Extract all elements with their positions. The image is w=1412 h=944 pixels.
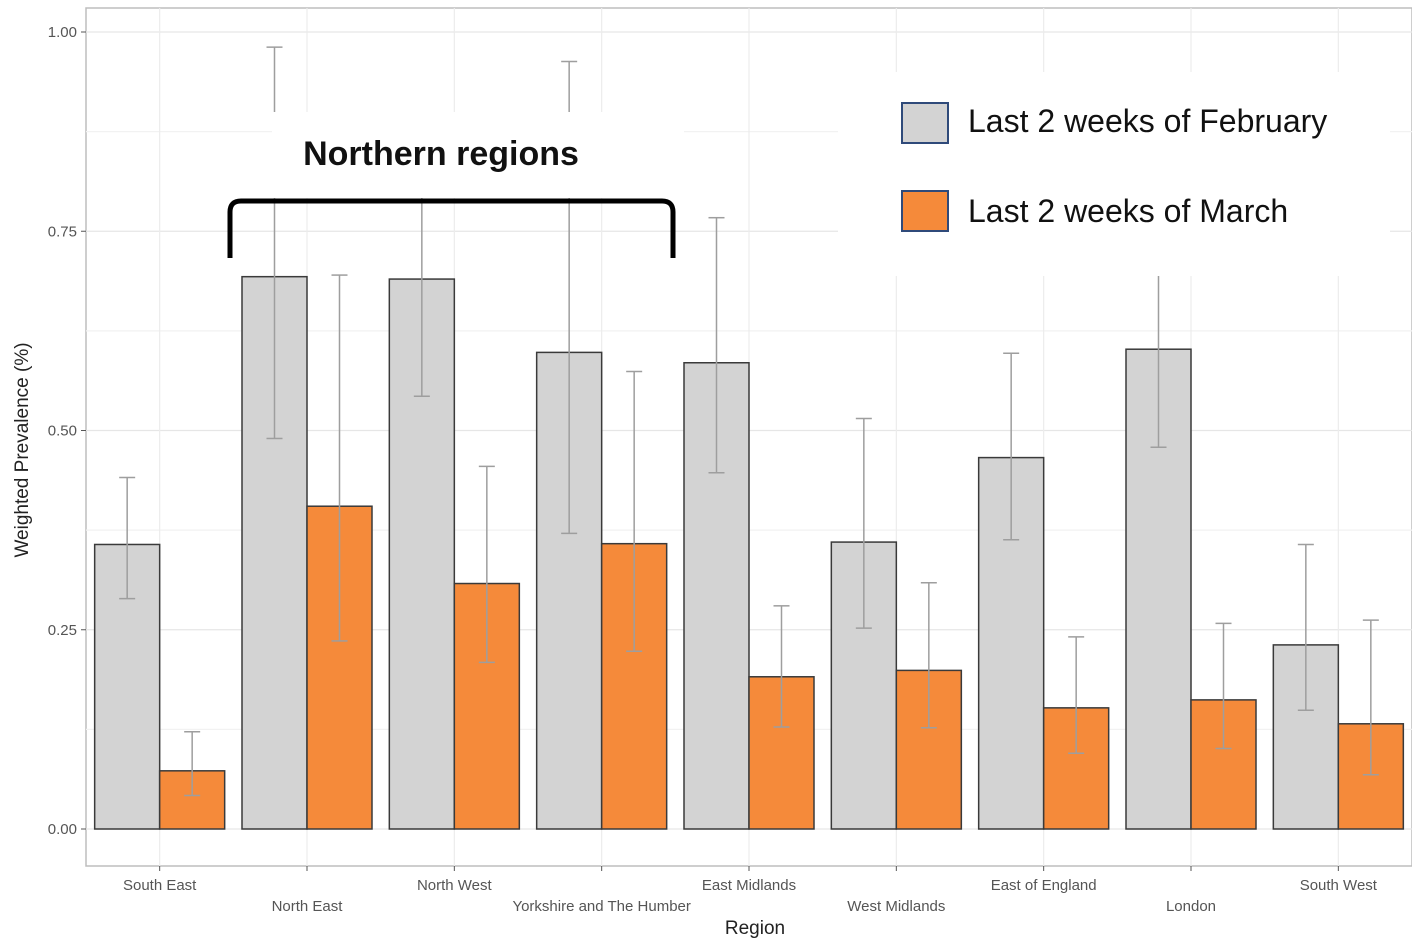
error-bar-east-midlands-february [708, 216, 725, 474]
y-tick-label: 0.50 [48, 423, 77, 440]
annotation-label: Northern regions [303, 135, 579, 173]
y-tick-label: 1.00 [48, 24, 77, 41]
annotation-label-background [272, 112, 684, 198]
error-bar-south-west-february [1297, 543, 1314, 711]
error-bar-london-march [1215, 622, 1232, 750]
x-tick-label-south-west: South West [1300, 877, 1378, 894]
y-axis-title: Weighted Prevalence (%) [12, 342, 33, 557]
legend-swatch-march [901, 190, 949, 232]
x-axis-ticks: South East North East North West Yorkshire … [123, 866, 1378, 915]
x-tick-label-east-midlands: East Midlands [702, 877, 796, 894]
legend-label-february: Last 2 weeks of February [968, 103, 1327, 139]
error-bar-east-midlands-march [773, 605, 790, 728]
y-tick-label: 0.00 [48, 821, 77, 838]
error-bar-yorkshire-and-the-humber-march [626, 370, 643, 653]
error-bar-south-east-march [184, 731, 201, 797]
annotation-bracket [227, 198, 676, 258]
x-tick-label-north-east: North East [272, 898, 344, 915]
error-bar-west-midlands-march [920, 581, 937, 729]
x-tick-label-london: London [1166, 898, 1216, 915]
bar-east-midlands-february [683, 362, 750, 830]
error-bar-south-west-march [1362, 619, 1379, 776]
legend-swatch-february [901, 102, 949, 144]
error-bar-north-east-march [331, 274, 348, 642]
error-bar-east-of-england-march [1068, 636, 1085, 755]
x-tick-label-west-midlands: West Midlands [847, 898, 945, 915]
legend: Last 2 weeks of February Last 2 weeks of… [838, 72, 1390, 276]
y-tick-label: 0.25 [48, 622, 77, 639]
x-axis-title: Region [725, 918, 785, 939]
error-bars [119, 46, 1379, 797]
x-tick-label-north-west: North West [417, 877, 493, 894]
x-tick-label-yorkshire-and-the-humber: Yorkshire and The Humber [512, 898, 690, 915]
error-bar-south-east-february [119, 476, 136, 600]
y-axis-ticks: 0.00 0.25 0.50 0.75 1.00 [48, 24, 86, 838]
x-tick-label-east-of-england: East of England [991, 877, 1097, 894]
y-tick-label: 0.75 [48, 223, 77, 240]
x-tick-label-south-east: South East [123, 877, 197, 894]
error-bar-west-midlands-february [855, 417, 872, 629]
legend-label-march: Last 2 weeks of March [968, 193, 1288, 229]
northern-regions-annotation: Northern regions [227, 112, 684, 258]
error-bar-east-of-england-february [1003, 352, 1020, 541]
error-bar-north-west-march [478, 465, 495, 664]
